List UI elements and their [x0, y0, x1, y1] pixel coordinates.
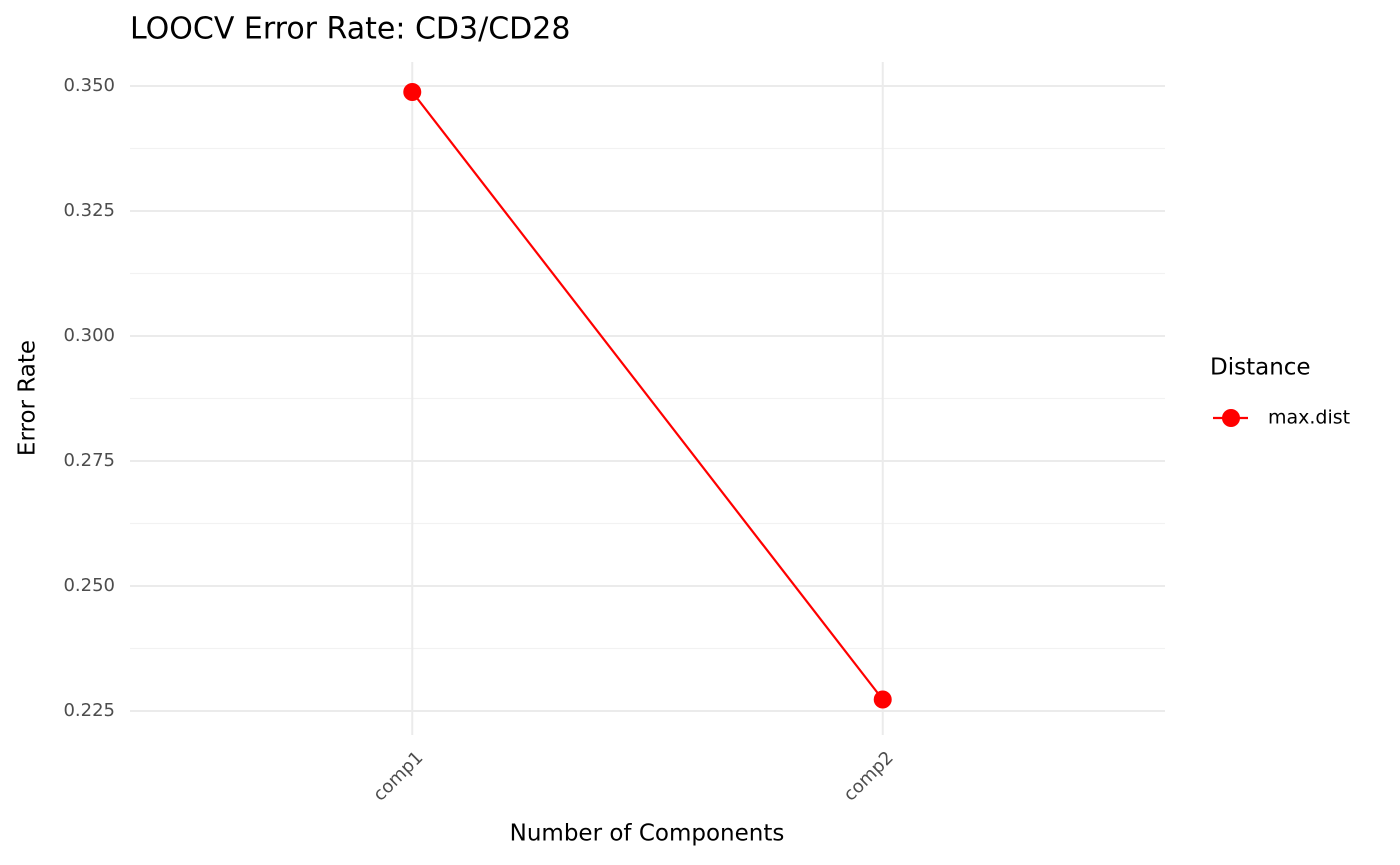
x-axis-label: Number of Components	[510, 821, 785, 847]
legend-title: Distance	[1210, 355, 1311, 381]
x-tick-label: comp2	[840, 747, 898, 805]
legend-label: max.dist	[1268, 407, 1350, 429]
y-tick-label: 0.350	[63, 75, 115, 96]
y-axis-label: Error Rate	[15, 340, 41, 456]
point	[873, 690, 892, 709]
y-tick-label: 0.225	[63, 700, 115, 721]
x-tick-label: comp1	[369, 747, 427, 805]
legend-key-point	[1222, 409, 1240, 427]
y-tick-label: 0.325	[63, 200, 115, 221]
y-tick-label: 0.275	[63, 450, 115, 471]
y-tick-label: 0.250	[63, 575, 115, 596]
y-tick-label: 0.300	[63, 325, 115, 346]
point	[403, 83, 422, 101]
chart-title: LOOCV Error Rate: CD3/CD28	[130, 12, 570, 47]
line	[411, 91, 884, 701]
